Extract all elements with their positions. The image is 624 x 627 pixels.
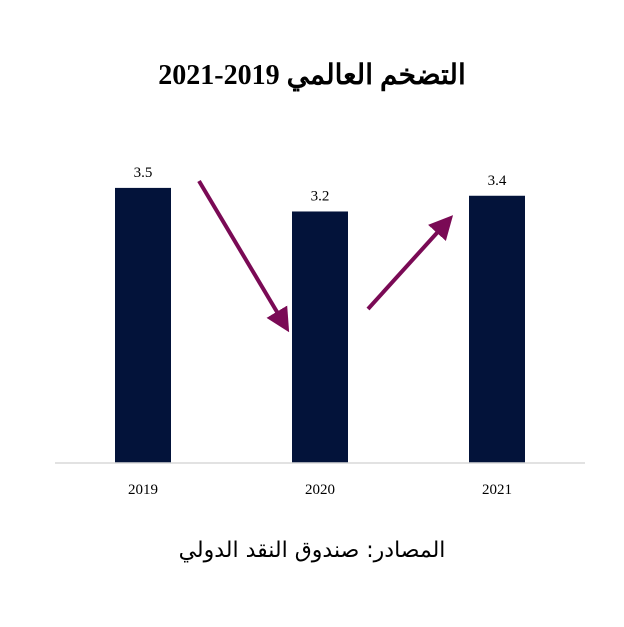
data-label-2020: 3.2: [311, 188, 330, 204]
bar-2019: [115, 187, 171, 463]
x-tick-label-2020: 2020: [305, 482, 335, 498]
bar-2020: [292, 211, 348, 463]
data-label-2021: 3.4: [488, 173, 507, 189]
trend-arrow-down: [197, 179, 290, 333]
data-label-2019: 3.5: [134, 165, 153, 181]
chart-title: التضخم العالمي 2019-2021: [158, 60, 466, 91]
trend-arrow-up: [366, 215, 454, 311]
x-tick-label-2021: 2021: [482, 482, 512, 498]
x-tick-label-2019: 2019: [128, 482, 158, 498]
bar-2021: [469, 195, 525, 463]
source-note: المصادر: صندوق النقد الدولي: [178, 538, 446, 563]
